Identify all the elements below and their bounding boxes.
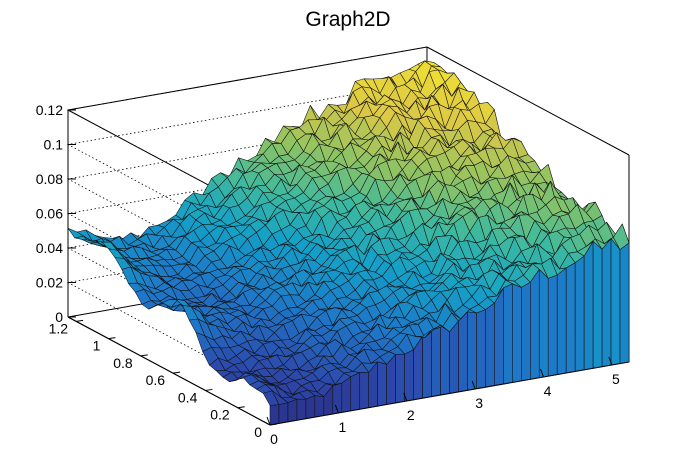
surface-front-facet bbox=[485, 302, 495, 388]
chart-title: Graph2D bbox=[305, 8, 390, 31]
surface-front-facet bbox=[350, 372, 361, 412]
surface-front-facet bbox=[467, 311, 477, 391]
surface-front-facet bbox=[521, 281, 531, 382]
y-tick-mark bbox=[140, 354, 148, 357]
x-tick-mark bbox=[266, 416, 271, 426]
surface-front-facet bbox=[494, 287, 504, 386]
x-tick-label: 4 bbox=[544, 383, 552, 399]
surface-front-facet bbox=[610, 238, 621, 366]
y-tick-label: 0 bbox=[254, 424, 262, 440]
y-axis-ticks: 0 0.2 0.4 0.6 0.8 1 1.2 bbox=[49, 319, 278, 440]
surface-front-facet bbox=[422, 329, 432, 399]
surface-plot bbox=[67, 60, 630, 426]
z-tick-label: 0.1 bbox=[44, 137, 64, 153]
y-tick-label: 0.4 bbox=[178, 389, 198, 405]
y-tick-label: 0.2 bbox=[210, 407, 230, 423]
z-tick-label: 0.06 bbox=[36, 206, 63, 222]
y-axis-line bbox=[67, 316, 271, 426]
z-tick-label: 0 bbox=[55, 309, 63, 325]
x-tick-mark bbox=[608, 356, 613, 366]
surface-front-facet bbox=[547, 274, 558, 377]
surface-front-facet bbox=[431, 324, 441, 397]
x-tick-label: 3 bbox=[475, 395, 483, 411]
x-tick-label: 5 bbox=[612, 371, 620, 387]
x-tick-mark bbox=[403, 392, 408, 402]
y-tick-label: 0.6 bbox=[146, 372, 166, 388]
surface-front-facet bbox=[269, 404, 280, 426]
y-tick-label: 1.2 bbox=[49, 320, 69, 336]
surface-front-facet bbox=[440, 324, 450, 396]
y-tick-mark bbox=[172, 371, 181, 374]
x-axis-line bbox=[269, 361, 630, 426]
x-tick-label: 0 bbox=[270, 431, 278, 447]
z-tick-label: 0.12 bbox=[36, 102, 63, 118]
surface-front-facet bbox=[359, 371, 370, 410]
surface-front-facet bbox=[305, 395, 316, 419]
surface-front-facet bbox=[278, 402, 289, 424]
z-tick-label: 0.08 bbox=[36, 171, 63, 187]
z-tick-label: 0.04 bbox=[36, 240, 63, 256]
surface-front-facet bbox=[538, 269, 549, 379]
surface-front-facet bbox=[601, 238, 612, 368]
surface-front-facet bbox=[583, 241, 594, 371]
surface-front-facet bbox=[395, 353, 405, 404]
surface-front-facet bbox=[476, 309, 486, 390]
surface-facet bbox=[613, 223, 630, 250]
z-tick-label: 0.02 bbox=[36, 275, 63, 291]
surface-front-facet bbox=[449, 320, 459, 394]
z-axis-ticks: 0 0.02 0.04 0.06 0.08 0.1 0.12 bbox=[36, 102, 76, 325]
surface-front-facet bbox=[592, 241, 603, 369]
surface-front-facet bbox=[574, 255, 585, 372]
surface-front-facet bbox=[565, 262, 576, 374]
surface-front-facet bbox=[512, 283, 522, 383]
surface-front-facet bbox=[619, 242, 630, 364]
surface-front-facet bbox=[287, 398, 298, 423]
surface-front-facet bbox=[458, 311, 468, 393]
y-tick-mark bbox=[205, 388, 213, 391]
y-tick-mark bbox=[237, 406, 245, 409]
y-tick-mark bbox=[269, 423, 278, 426]
surface-front-facet bbox=[377, 361, 387, 407]
surface-front-facet bbox=[556, 267, 567, 375]
y-tick-mark bbox=[108, 337, 116, 340]
x-axis-ticks: 0 1 2 3 4 5 bbox=[266, 356, 620, 447]
surface-front-facet bbox=[503, 283, 513, 385]
x-tick-label: 1 bbox=[338, 419, 346, 435]
x-tick-mark bbox=[334, 404, 339, 414]
surface-front-facet bbox=[530, 269, 540, 380]
right-top-edge bbox=[426, 46, 630, 156]
x-tick-mark bbox=[471, 380, 476, 390]
x-tick-mark bbox=[540, 368, 544, 378]
y-tick-label: 0.8 bbox=[113, 355, 133, 371]
y-tick-mark bbox=[76, 319, 84, 322]
surface-front-facet bbox=[296, 398, 307, 421]
surface-front-facet bbox=[314, 395, 325, 418]
surface-front-facet bbox=[404, 349, 414, 402]
y-tick-label: 1 bbox=[93, 338, 101, 354]
x-tick-label: 2 bbox=[407, 407, 415, 423]
